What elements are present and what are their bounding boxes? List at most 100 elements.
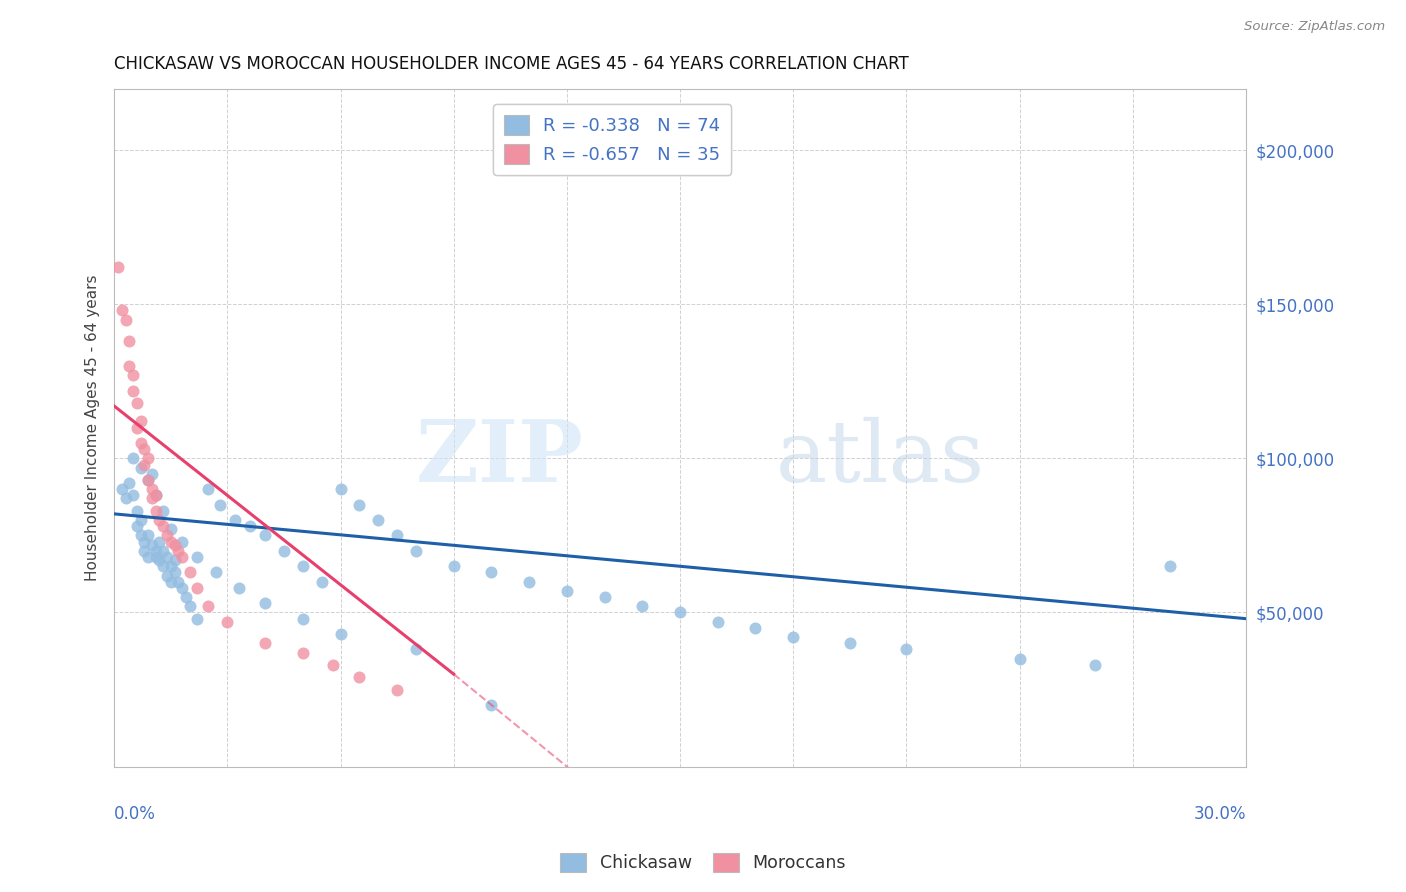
Point xyxy=(145,504,167,518)
Point xyxy=(156,549,179,564)
Point xyxy=(481,566,503,580)
Text: Source: ZipAtlas.com: Source: ZipAtlas.com xyxy=(1244,20,1385,33)
Text: CHICKASAW VS MOROCCAN HOUSEHOLDER INCOME AGES 45 - 64 YEARS CORRELATION CHART: CHICKASAW VS MOROCCAN HOUSEHOLDER INCOME… xyxy=(114,55,908,73)
Point xyxy=(145,488,167,502)
Point xyxy=(163,538,186,552)
Point xyxy=(141,538,163,552)
Point xyxy=(156,568,179,582)
Point xyxy=(186,581,208,595)
Point xyxy=(125,504,148,518)
Point xyxy=(152,504,174,518)
Point xyxy=(122,451,145,466)
Point xyxy=(152,544,174,558)
Point xyxy=(197,599,219,614)
Point xyxy=(136,549,159,564)
Point xyxy=(136,528,159,542)
Point xyxy=(555,583,578,598)
Point xyxy=(1084,657,1107,672)
Point xyxy=(114,312,136,326)
Point xyxy=(141,491,163,506)
Point xyxy=(148,553,170,567)
Legend: R = -0.338   N = 74, R = -0.657   N = 35: R = -0.338 N = 74, R = -0.657 N = 35 xyxy=(494,104,731,175)
Point xyxy=(349,498,371,512)
Point xyxy=(122,488,145,502)
Point xyxy=(152,519,174,533)
Point xyxy=(291,646,314,660)
Point xyxy=(349,670,371,684)
Point xyxy=(129,528,152,542)
Point xyxy=(159,534,181,549)
Point xyxy=(179,599,201,614)
Point xyxy=(217,615,239,629)
Point xyxy=(205,566,228,580)
Point xyxy=(172,581,194,595)
Point xyxy=(186,612,208,626)
Point xyxy=(744,621,766,635)
Point xyxy=(273,544,295,558)
Point xyxy=(159,522,181,536)
Point xyxy=(136,451,159,466)
Point xyxy=(631,599,654,614)
Point xyxy=(145,544,167,558)
Point xyxy=(385,682,408,697)
Point xyxy=(114,491,136,506)
Point xyxy=(163,566,186,580)
Point xyxy=(669,606,692,620)
Point xyxy=(1008,651,1031,665)
Point xyxy=(224,513,246,527)
Point xyxy=(405,544,427,558)
Point xyxy=(148,534,170,549)
Point xyxy=(141,482,163,496)
Point xyxy=(145,488,167,502)
Point xyxy=(405,642,427,657)
Point xyxy=(172,549,194,564)
Point xyxy=(111,303,134,318)
Point xyxy=(134,442,156,457)
Point xyxy=(291,612,314,626)
Point xyxy=(125,420,148,434)
Text: 0.0%: 0.0% xyxy=(114,805,156,823)
Point xyxy=(129,460,152,475)
Point xyxy=(179,566,201,580)
Point xyxy=(129,513,152,527)
Point xyxy=(367,513,389,527)
Point xyxy=(167,544,190,558)
Point xyxy=(107,260,129,275)
Point xyxy=(707,615,730,629)
Point xyxy=(145,549,167,564)
Point xyxy=(129,436,152,450)
Point xyxy=(443,559,465,574)
Text: 30.0%: 30.0% xyxy=(1194,805,1246,823)
Point xyxy=(239,519,262,533)
Point xyxy=(254,528,277,542)
Point xyxy=(1159,559,1181,574)
Point xyxy=(125,396,148,410)
Text: atlas: atlas xyxy=(776,417,986,500)
Point xyxy=(156,528,179,542)
Point xyxy=(152,559,174,574)
Point xyxy=(228,581,250,595)
Point xyxy=(517,574,540,589)
Point xyxy=(481,698,503,712)
Point xyxy=(111,482,134,496)
Point xyxy=(838,636,860,650)
Legend: Chickasaw, Moroccans: Chickasaw, Moroccans xyxy=(553,846,853,879)
Point xyxy=(122,384,145,398)
Point xyxy=(148,513,170,527)
Point xyxy=(174,590,197,604)
Point xyxy=(896,642,918,657)
Point xyxy=(322,657,344,672)
Point xyxy=(125,519,148,533)
Point xyxy=(197,482,219,496)
Point xyxy=(134,544,156,558)
Point xyxy=(167,574,190,589)
Point xyxy=(172,534,194,549)
Point xyxy=(129,414,152,428)
Point xyxy=(122,368,145,383)
Point xyxy=(118,334,141,349)
Point xyxy=(136,473,159,487)
Point xyxy=(163,553,186,567)
Point xyxy=(254,596,277,610)
Y-axis label: Householder Income Ages 45 - 64 years: Householder Income Ages 45 - 64 years xyxy=(86,275,100,581)
Text: ZIP: ZIP xyxy=(416,416,583,500)
